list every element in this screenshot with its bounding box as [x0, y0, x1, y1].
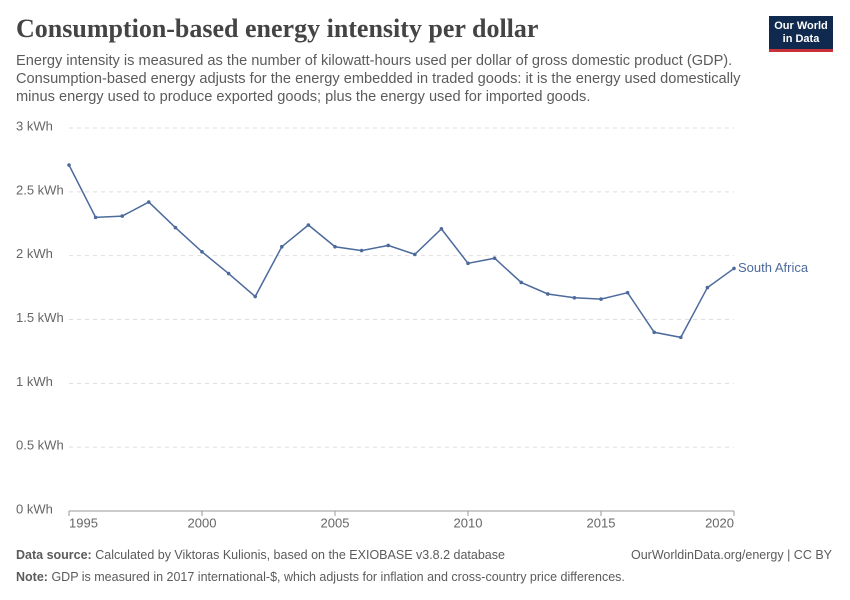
data-point	[253, 294, 257, 299]
x-tick-label: 2005	[321, 515, 350, 530]
note-text: GDP is measured in 2017 international-$,…	[51, 570, 625, 584]
chart-subtitle: Energy intensity is measured as the numb…	[16, 53, 741, 105]
data-point	[705, 285, 710, 290]
data-point	[519, 280, 523, 285]
logo-line: Our World	[774, 20, 828, 32]
data-source: Data source: Calculated by Viktoras Kuli…	[16, 548, 505, 562]
data-source-label: Data source:	[16, 548, 92, 562]
data-point	[732, 266, 736, 271]
series-line	[68, 164, 735, 339]
x-tick-label: 2015	[587, 515, 616, 530]
data-point	[333, 244, 337, 249]
data-point	[147, 200, 151, 204]
data-point	[679, 335, 683, 340]
data-point	[625, 290, 630, 295]
logo[interactable]: Our World in Data	[769, 16, 833, 52]
y-tick-label: 0 kWh	[16, 501, 53, 516]
y-tick-label: 1 kWh	[16, 374, 53, 389]
data-point	[386, 243, 391, 248]
data-source-text: Calculated by Viktoras Kulionis, based o…	[95, 548, 505, 562]
data-point	[546, 292, 550, 296]
y-tick-label: 3 kWh	[16, 118, 53, 133]
data-point	[413, 252, 417, 257]
data-point	[280, 244, 284, 249]
data-point	[120, 214, 124, 218]
data-point	[599, 297, 603, 301]
chart-title: Consumption-based energy intensity per d…	[16, 14, 539, 43]
attribution[interactable]: OurWorldinData.org/energy | CC BY	[630, 548, 832, 562]
x-tick-label: 2000	[188, 515, 217, 530]
y-tick-label: 2.5 kWh	[16, 182, 64, 197]
data-point	[652, 330, 656, 335]
logo-line: in Data	[782, 32, 820, 45]
data-point	[572, 295, 577, 300]
y-tick-label: 1.5 kWh	[16, 310, 64, 325]
note: Note: GDP is measured in 2017 internatio…	[16, 570, 625, 584]
data-point	[93, 215, 98, 220]
data-point	[466, 261, 470, 266]
x-tick-label: 2020	[705, 515, 734, 530]
data-point	[173, 225, 178, 230]
y-tick-label: 0.5 kWh	[16, 438, 64, 453]
x-tick-label: 1995	[69, 515, 98, 530]
data-point	[226, 271, 231, 276]
series-label: South Africa	[738, 260, 809, 275]
x-tick-label: 2010	[454, 515, 483, 530]
data-point	[359, 248, 364, 253]
data-point	[200, 250, 204, 254]
data-point	[439, 227, 444, 231]
data-point	[306, 223, 311, 227]
note-label: Note:	[16, 570, 48, 584]
y-tick-label: 2 kWh	[16, 246, 53, 261]
data-point	[67, 163, 71, 167]
data-point	[492, 256, 497, 261]
